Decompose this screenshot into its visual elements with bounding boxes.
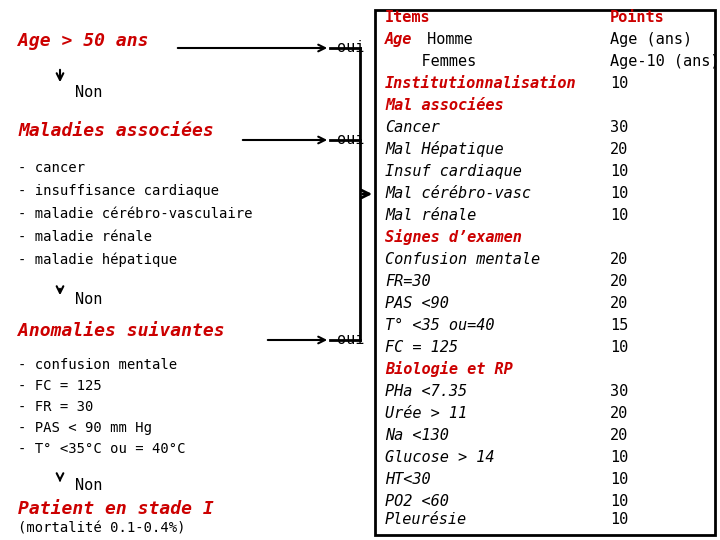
Text: T° <35 ou=40: T° <35 ou=40 <box>385 318 495 333</box>
Text: - insuffisance cardiaque: - insuffisance cardiaque <box>18 184 219 198</box>
Text: Pleurésie: Pleurésie <box>385 512 467 527</box>
Text: Mal associées: Mal associées <box>385 98 503 113</box>
Text: 20: 20 <box>610 142 629 157</box>
Text: - maladie hépatique: - maladie hépatique <box>18 253 177 267</box>
Text: PAS <90: PAS <90 <box>385 296 449 311</box>
Text: - PAS < 90 mm Hg: - PAS < 90 mm Hg <box>18 421 152 435</box>
Text: Age: Age <box>385 32 413 47</box>
Text: HT<30: HT<30 <box>385 472 431 487</box>
Text: Institutionnalisation: Institutionnalisation <box>385 76 577 91</box>
Text: oui: oui <box>337 40 364 56</box>
Text: Na <130: Na <130 <box>385 428 449 443</box>
Text: Non: Non <box>75 85 102 100</box>
Text: Confusion mentale: Confusion mentale <box>385 252 540 267</box>
Text: Urée > 11: Urée > 11 <box>385 406 467 421</box>
Text: - confusion mentale: - confusion mentale <box>18 358 177 372</box>
Text: oui: oui <box>337 333 364 348</box>
Text: 10: 10 <box>610 494 629 509</box>
Text: 15: 15 <box>610 318 629 333</box>
Text: - maladie cérébro-vasculaire: - maladie cérébro-vasculaire <box>18 207 253 221</box>
Text: (mortalité 0.1-0.4%): (mortalité 0.1-0.4%) <box>18 521 186 535</box>
Text: Age > 50 ans: Age > 50 ans <box>18 32 148 50</box>
Text: Points: Points <box>610 10 665 25</box>
Text: - T° <35°C ou = 40°C: - T° <35°C ou = 40°C <box>18 442 186 456</box>
Text: 10: 10 <box>610 76 629 91</box>
Text: FR=30: FR=30 <box>385 274 431 289</box>
Text: Non: Non <box>75 292 102 307</box>
Text: Mal cérébro-vasc: Mal cérébro-vasc <box>385 186 531 201</box>
Text: Signes d’examen: Signes d’examen <box>385 229 522 245</box>
Text: Non: Non <box>75 478 102 493</box>
Text: 10: 10 <box>610 208 629 223</box>
Text: Insuf cardiaque: Insuf cardiaque <box>385 164 522 179</box>
Text: Femmes: Femmes <box>385 54 476 69</box>
Text: Anomalies suivantes: Anomalies suivantes <box>18 322 225 340</box>
Text: 10: 10 <box>610 340 629 355</box>
Text: 10: 10 <box>610 186 629 201</box>
Text: 30: 30 <box>610 120 629 135</box>
Text: Patient en stade I: Patient en stade I <box>18 500 214 518</box>
Text: - cancer: - cancer <box>18 161 85 175</box>
Text: 20: 20 <box>610 406 629 421</box>
Text: Mal rénale: Mal rénale <box>385 208 476 223</box>
Text: 20: 20 <box>610 428 629 443</box>
Text: Biologie et RP: Biologie et RP <box>385 361 513 377</box>
Text: 10: 10 <box>610 512 629 527</box>
Text: Age (ans): Age (ans) <box>610 32 692 47</box>
Text: Items: Items <box>385 10 431 25</box>
Text: - maladie rénale: - maladie rénale <box>18 230 152 244</box>
Text: - FR = 30: - FR = 30 <box>18 400 94 414</box>
Text: oui: oui <box>337 132 364 147</box>
Text: 10: 10 <box>610 472 629 487</box>
Text: 30: 30 <box>610 384 629 399</box>
Text: Glucose > 14: Glucose > 14 <box>385 450 495 465</box>
Bar <box>375 10 715 535</box>
Text: 20: 20 <box>610 252 629 267</box>
Text: Age-10 (ans): Age-10 (ans) <box>610 54 719 69</box>
Text: Homme: Homme <box>418 32 473 47</box>
Text: PO2 <60: PO2 <60 <box>385 494 449 509</box>
Text: 10: 10 <box>610 164 629 179</box>
Text: - FC = 125: - FC = 125 <box>18 379 102 393</box>
Text: Maladies associées: Maladies associées <box>18 122 214 140</box>
Text: FC = 125: FC = 125 <box>385 340 458 355</box>
Text: Cancer: Cancer <box>385 120 440 135</box>
Text: 20: 20 <box>610 296 629 311</box>
Text: PHa <7.35: PHa <7.35 <box>385 384 467 399</box>
Text: Mal Hépatique: Mal Hépatique <box>385 141 503 157</box>
Text: 10: 10 <box>610 450 629 465</box>
Text: 20: 20 <box>610 274 629 289</box>
